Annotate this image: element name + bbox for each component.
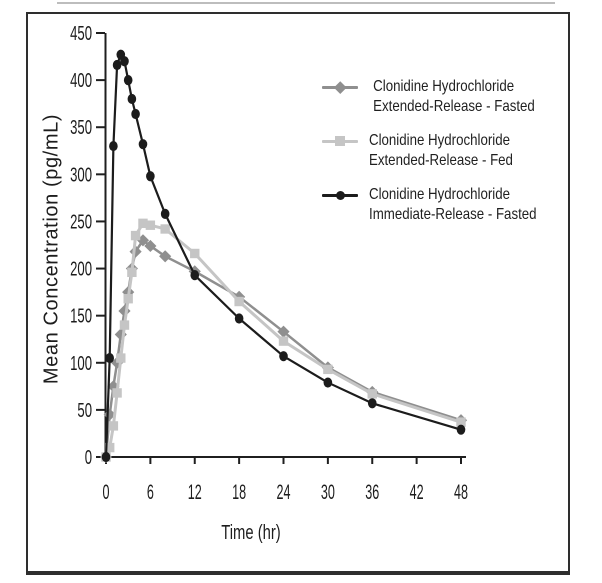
legend-label-line: Extended-Release - Fasted bbox=[373, 98, 535, 115]
svg-text:50: 50 bbox=[77, 399, 92, 422]
legend-entry-er-fasted: Clonidine Hydrochloride Extended-Release… bbox=[322, 77, 571, 117]
legend: Clonidine Hydrochloride Extended-Release… bbox=[322, 77, 571, 239]
legend-label-ir-fasted: Clonidine Hydrochloride Immediate-Releas… bbox=[369, 185, 537, 225]
legend-label-line: Immediate-Release - Fasted bbox=[369, 206, 537, 223]
legend-entry-er-fed: Clonidine Hydrochloride Extended-Release… bbox=[322, 131, 571, 171]
legend-entry-ir-fasted: Clonidine Hydrochloride Immediate-Releas… bbox=[322, 185, 571, 225]
x-axis-title: Time (hr) bbox=[221, 522, 281, 544]
legend-label-er-fed: Clonidine Hydrochloride Extended-Release… bbox=[369, 131, 513, 171]
svg-text:18: 18 bbox=[232, 481, 246, 504]
svg-text:6: 6 bbox=[147, 481, 154, 504]
legend-label-line: Extended-Release - Fed bbox=[369, 152, 513, 169]
svg-text:24: 24 bbox=[277, 481, 291, 504]
circle-icon bbox=[336, 191, 345, 200]
svg-text:300: 300 bbox=[70, 163, 92, 186]
figure-frame bbox=[26, 12, 570, 575]
legend-label-line: Clonidine Hydrochloride bbox=[373, 78, 515, 95]
legend-label-er-fasted: Clonidine Hydrochloride Extended-Release… bbox=[369, 77, 535, 117]
svg-text:200: 200 bbox=[70, 258, 92, 281]
legend-label-line: Clonidine Hydrochloride bbox=[369, 186, 510, 203]
svg-text:400: 400 bbox=[70, 69, 92, 92]
diamond-icon bbox=[334, 80, 347, 93]
svg-text:100: 100 bbox=[70, 352, 92, 375]
svg-text:30: 30 bbox=[321, 481, 335, 504]
svg-text:450: 450 bbox=[70, 22, 92, 45]
y-axis-title: Mean Concentration (pg/mL) bbox=[40, 113, 63, 385]
square-icon bbox=[335, 136, 345, 146]
svg-text:48: 48 bbox=[454, 481, 468, 504]
legend-marker-circle-icon bbox=[322, 185, 369, 205]
svg-text:0: 0 bbox=[103, 481, 110, 504]
legend-marker-square-icon bbox=[322, 131, 369, 151]
svg-text:42: 42 bbox=[410, 481, 424, 504]
legend-marker-diamond-icon bbox=[322, 77, 369, 97]
svg-text:36: 36 bbox=[365, 481, 379, 504]
legend-label-line: Clonidine Hydrochloride bbox=[369, 132, 510, 149]
svg-text:12: 12 bbox=[188, 481, 202, 504]
svg-text:0: 0 bbox=[85, 446, 92, 469]
svg-text:250: 250 bbox=[70, 210, 92, 233]
svg-text:350: 350 bbox=[70, 116, 92, 139]
svg-text:150: 150 bbox=[70, 305, 92, 328]
scan-artifact-line bbox=[57, 2, 555, 4]
